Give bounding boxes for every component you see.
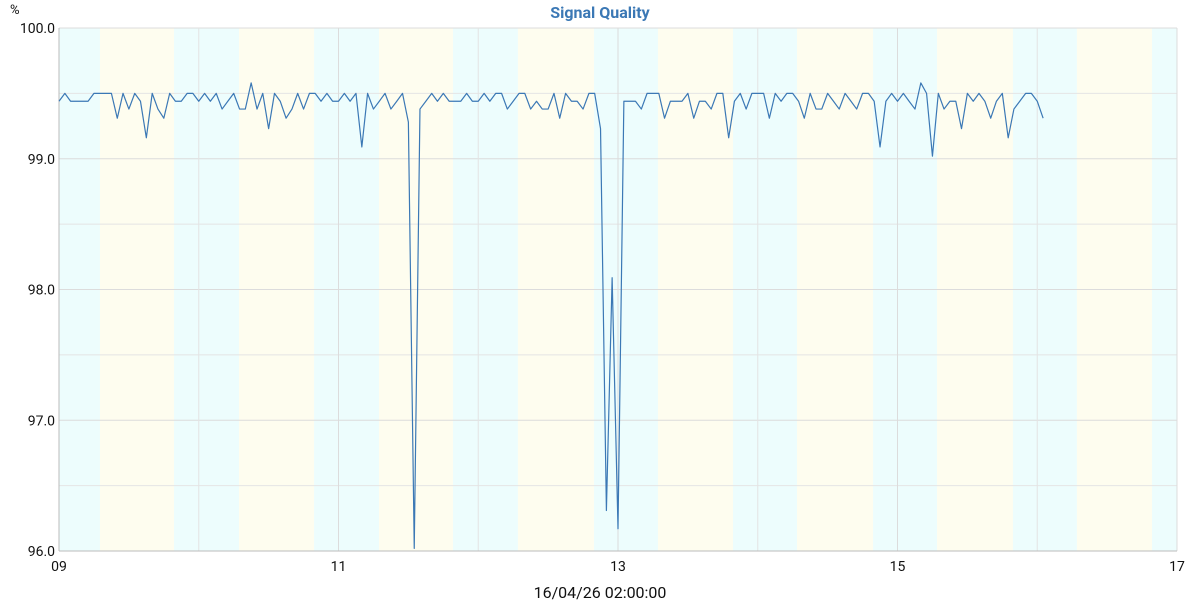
chart-title: Signal Quality xyxy=(550,3,650,22)
y-tick-label: 97.0 xyxy=(28,413,55,429)
y-tick-label: 96.0 xyxy=(28,544,55,560)
y-tick-label: 98.0 xyxy=(28,283,55,299)
x-tick-label: 11 xyxy=(331,559,347,575)
y-unit: % xyxy=(10,3,20,18)
data-line xyxy=(58,82,1044,549)
x-tick-label: 13 xyxy=(610,559,626,575)
x-tick-label: 15 xyxy=(890,559,906,575)
grid xyxy=(58,27,1178,552)
x-tick-label: 17 xyxy=(1169,559,1185,575)
x-tick-label: 09 xyxy=(51,559,67,575)
plot xyxy=(58,82,1044,549)
x-axis-label: 16/04/26 02:00:00 xyxy=(534,583,667,600)
y-tick-label: 99.0 xyxy=(28,152,55,168)
y-tick-label: 100.0 xyxy=(20,21,55,37)
